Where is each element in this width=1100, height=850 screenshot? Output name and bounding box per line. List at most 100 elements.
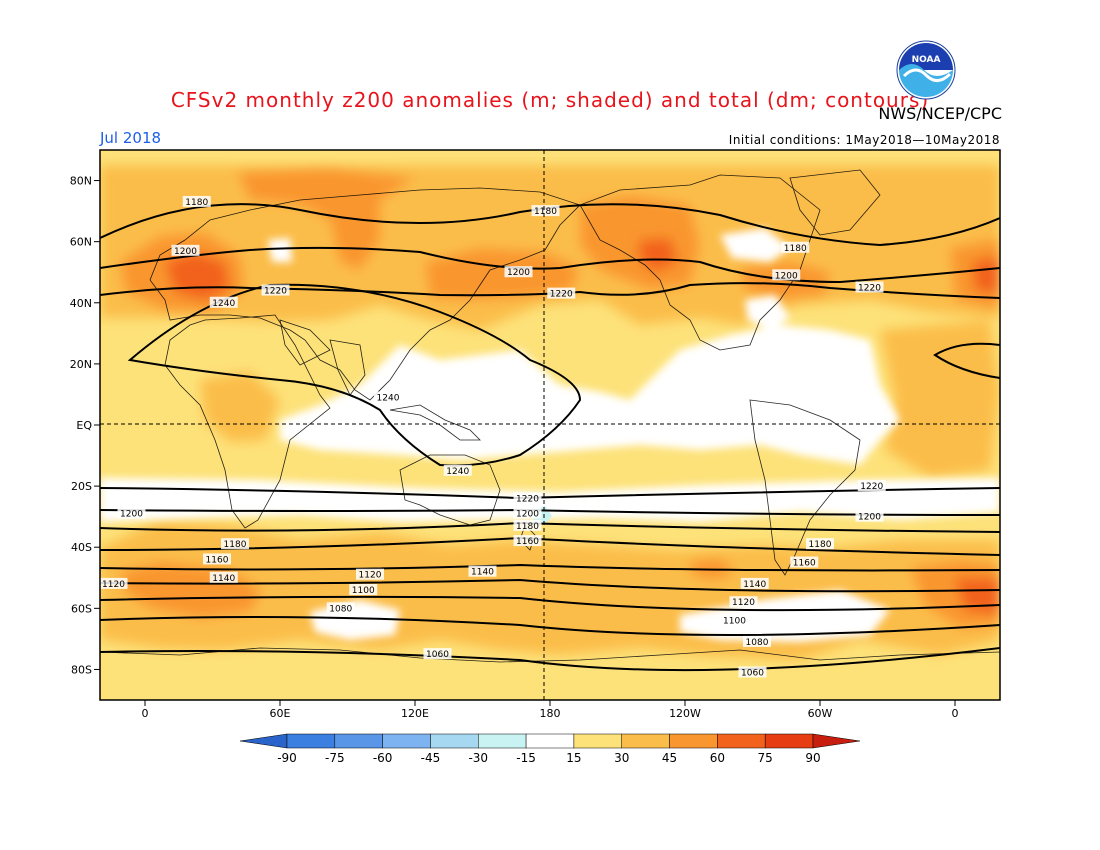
contour-label-bg <box>729 596 758 608</box>
colorbar-label: 30 <box>614 751 629 765</box>
colorbar-label: 75 <box>758 751 773 765</box>
anomaly-region-45-60-arctic <box>238 168 415 270</box>
map-panel: 1180 1180 1180 1200 1200 1200 1220 1220 1220 1240… <box>100 150 1000 700</box>
contour-label-bg <box>738 666 767 678</box>
colorbar-low-triangle <box>239 733 288 749</box>
x-tick-label: 120W <box>669 707 701 720</box>
contour-label-bg <box>720 614 749 626</box>
organization-label: NWS/NCEP/CPC <box>878 104 1002 123</box>
y-tick-label: 20N <box>70 358 92 371</box>
contour-label-bg <box>513 507 542 519</box>
contour-label: 1060 <box>741 669 764 679</box>
contour-label-bg <box>203 553 231 565</box>
contour-label: 1140 <box>471 568 494 578</box>
x-tick-label: 60W <box>808 707 833 720</box>
anomaly-core-60-75-pacific <box>638 238 678 272</box>
coastline-greenland <box>789 169 881 236</box>
colorbar-label: 60 <box>710 751 725 765</box>
contour-label-bg <box>857 480 886 492</box>
contour-label: 1240 <box>446 467 469 477</box>
colorbar-box <box>669 733 718 749</box>
contour-1200-north <box>100 246 1000 284</box>
coastline-newzealand <box>519 524 536 551</box>
colorbar-label: 90 <box>805 751 820 765</box>
contour-label: 1180 <box>185 198 208 208</box>
contour-label-bg <box>374 391 402 403</box>
y-tick-label: 80N <box>70 175 92 188</box>
initial-conditions-label: Initial conditions: 1May2018—10May2018 <box>728 133 1000 147</box>
colorbar-box <box>430 733 479 749</box>
near-zero-region-north-pacific <box>720 228 790 262</box>
colorbar-label: -30 <box>468 751 488 765</box>
contour-1060-south <box>100 647 1000 672</box>
coastline-north-america <box>579 174 821 351</box>
colorbar-high-triangle <box>812 733 861 749</box>
contour-label: 1240 <box>377 394 400 404</box>
contour-label-bg <box>547 287 576 299</box>
colorbar-box <box>478 733 527 749</box>
colorbar-label: -75 <box>325 751 345 765</box>
contour-label: 1180 <box>534 207 557 217</box>
x-axis: 0 60E 120E 180 120W 60W 0 <box>142 700 959 720</box>
anomaly-region-30-45-eastpac <box>880 320 1000 478</box>
contour-label-bg <box>349 584 378 595</box>
contour-label: 1220 <box>516 494 539 504</box>
colorbar-label: -15 <box>516 751 536 765</box>
contour-1240-loop-west <box>127 283 582 467</box>
y-tick-label: 40N <box>70 297 92 310</box>
coastline-australia <box>399 454 501 526</box>
contour-label: 1240 <box>212 299 235 309</box>
colorbar-box <box>525 733 575 749</box>
colorbar-box <box>717 733 766 749</box>
contour-label: 1120 <box>732 598 755 608</box>
contour-label: 1180 <box>224 540 247 550</box>
contour-1240-loop-east <box>933 342 1000 379</box>
contour-1220-north <box>100 282 1000 299</box>
coastline-south-america <box>749 399 861 576</box>
coastline-antarctica <box>100 647 1000 663</box>
colorbar-label: -60 <box>373 751 393 765</box>
near-zero-anomaly-shading <box>100 228 1000 642</box>
contour-label: 1080 <box>329 604 352 614</box>
colorbar-box <box>334 733 383 749</box>
colorbar-label: 45 <box>662 751 677 765</box>
y-tick-label: EQ <box>76 419 92 432</box>
anomaly-region-45-60-namerica <box>740 262 830 300</box>
contour-label-bg <box>772 269 801 281</box>
contour-label: 1220 <box>264 287 287 297</box>
contour-1080-south <box>100 615 1000 636</box>
contour-1180-north <box>100 203 1000 247</box>
contour-label-bg <box>221 538 249 550</box>
contour-label-bg <box>209 296 238 308</box>
y-tick-label: 60N <box>70 236 92 249</box>
x-tick-label: 0 <box>952 707 959 720</box>
contour-label: 1120 <box>102 580 125 590</box>
x-tick-label: 60E <box>270 707 291 720</box>
contour-label: 1220 <box>858 284 881 294</box>
contour-label-bg <box>855 281 884 293</box>
near-zero-region-southern-pacific <box>680 590 890 642</box>
contour-label: 1160 <box>793 559 816 569</box>
contour-label: 1180 <box>784 244 807 254</box>
contour-label: 1100 <box>723 617 746 627</box>
contour-label: 1080 <box>746 638 769 648</box>
colorbar-box <box>286 733 336 749</box>
contour-label: 1100 <box>352 586 375 596</box>
contour-label: 1200 <box>174 247 197 257</box>
colorbar: -90 -75 -60 -45 -30 -15 15 30 45 60 75 90 <box>239 733 861 765</box>
contour-1120-south <box>100 578 1000 593</box>
contour-labels: 1180 1180 1180 1200 1200 1200 1220 1220 1220 1240… <box>100 195 886 679</box>
contour-label: 1120 <box>359 571 382 581</box>
contour-label: 1140 <box>212 574 235 584</box>
contour-label-bg <box>743 635 771 647</box>
contour-label-bg <box>504 266 533 278</box>
colorbar-label: 15 <box>566 751 581 765</box>
contour-label-bg <box>468 565 497 577</box>
contour-label-bg <box>182 195 211 207</box>
contour-label: 1220 <box>550 290 573 300</box>
contour-label-bg <box>740 577 769 589</box>
colorbar-box <box>764 733 814 749</box>
contour-label-bg <box>171 244 200 256</box>
near-zero-region-asia <box>268 238 292 262</box>
